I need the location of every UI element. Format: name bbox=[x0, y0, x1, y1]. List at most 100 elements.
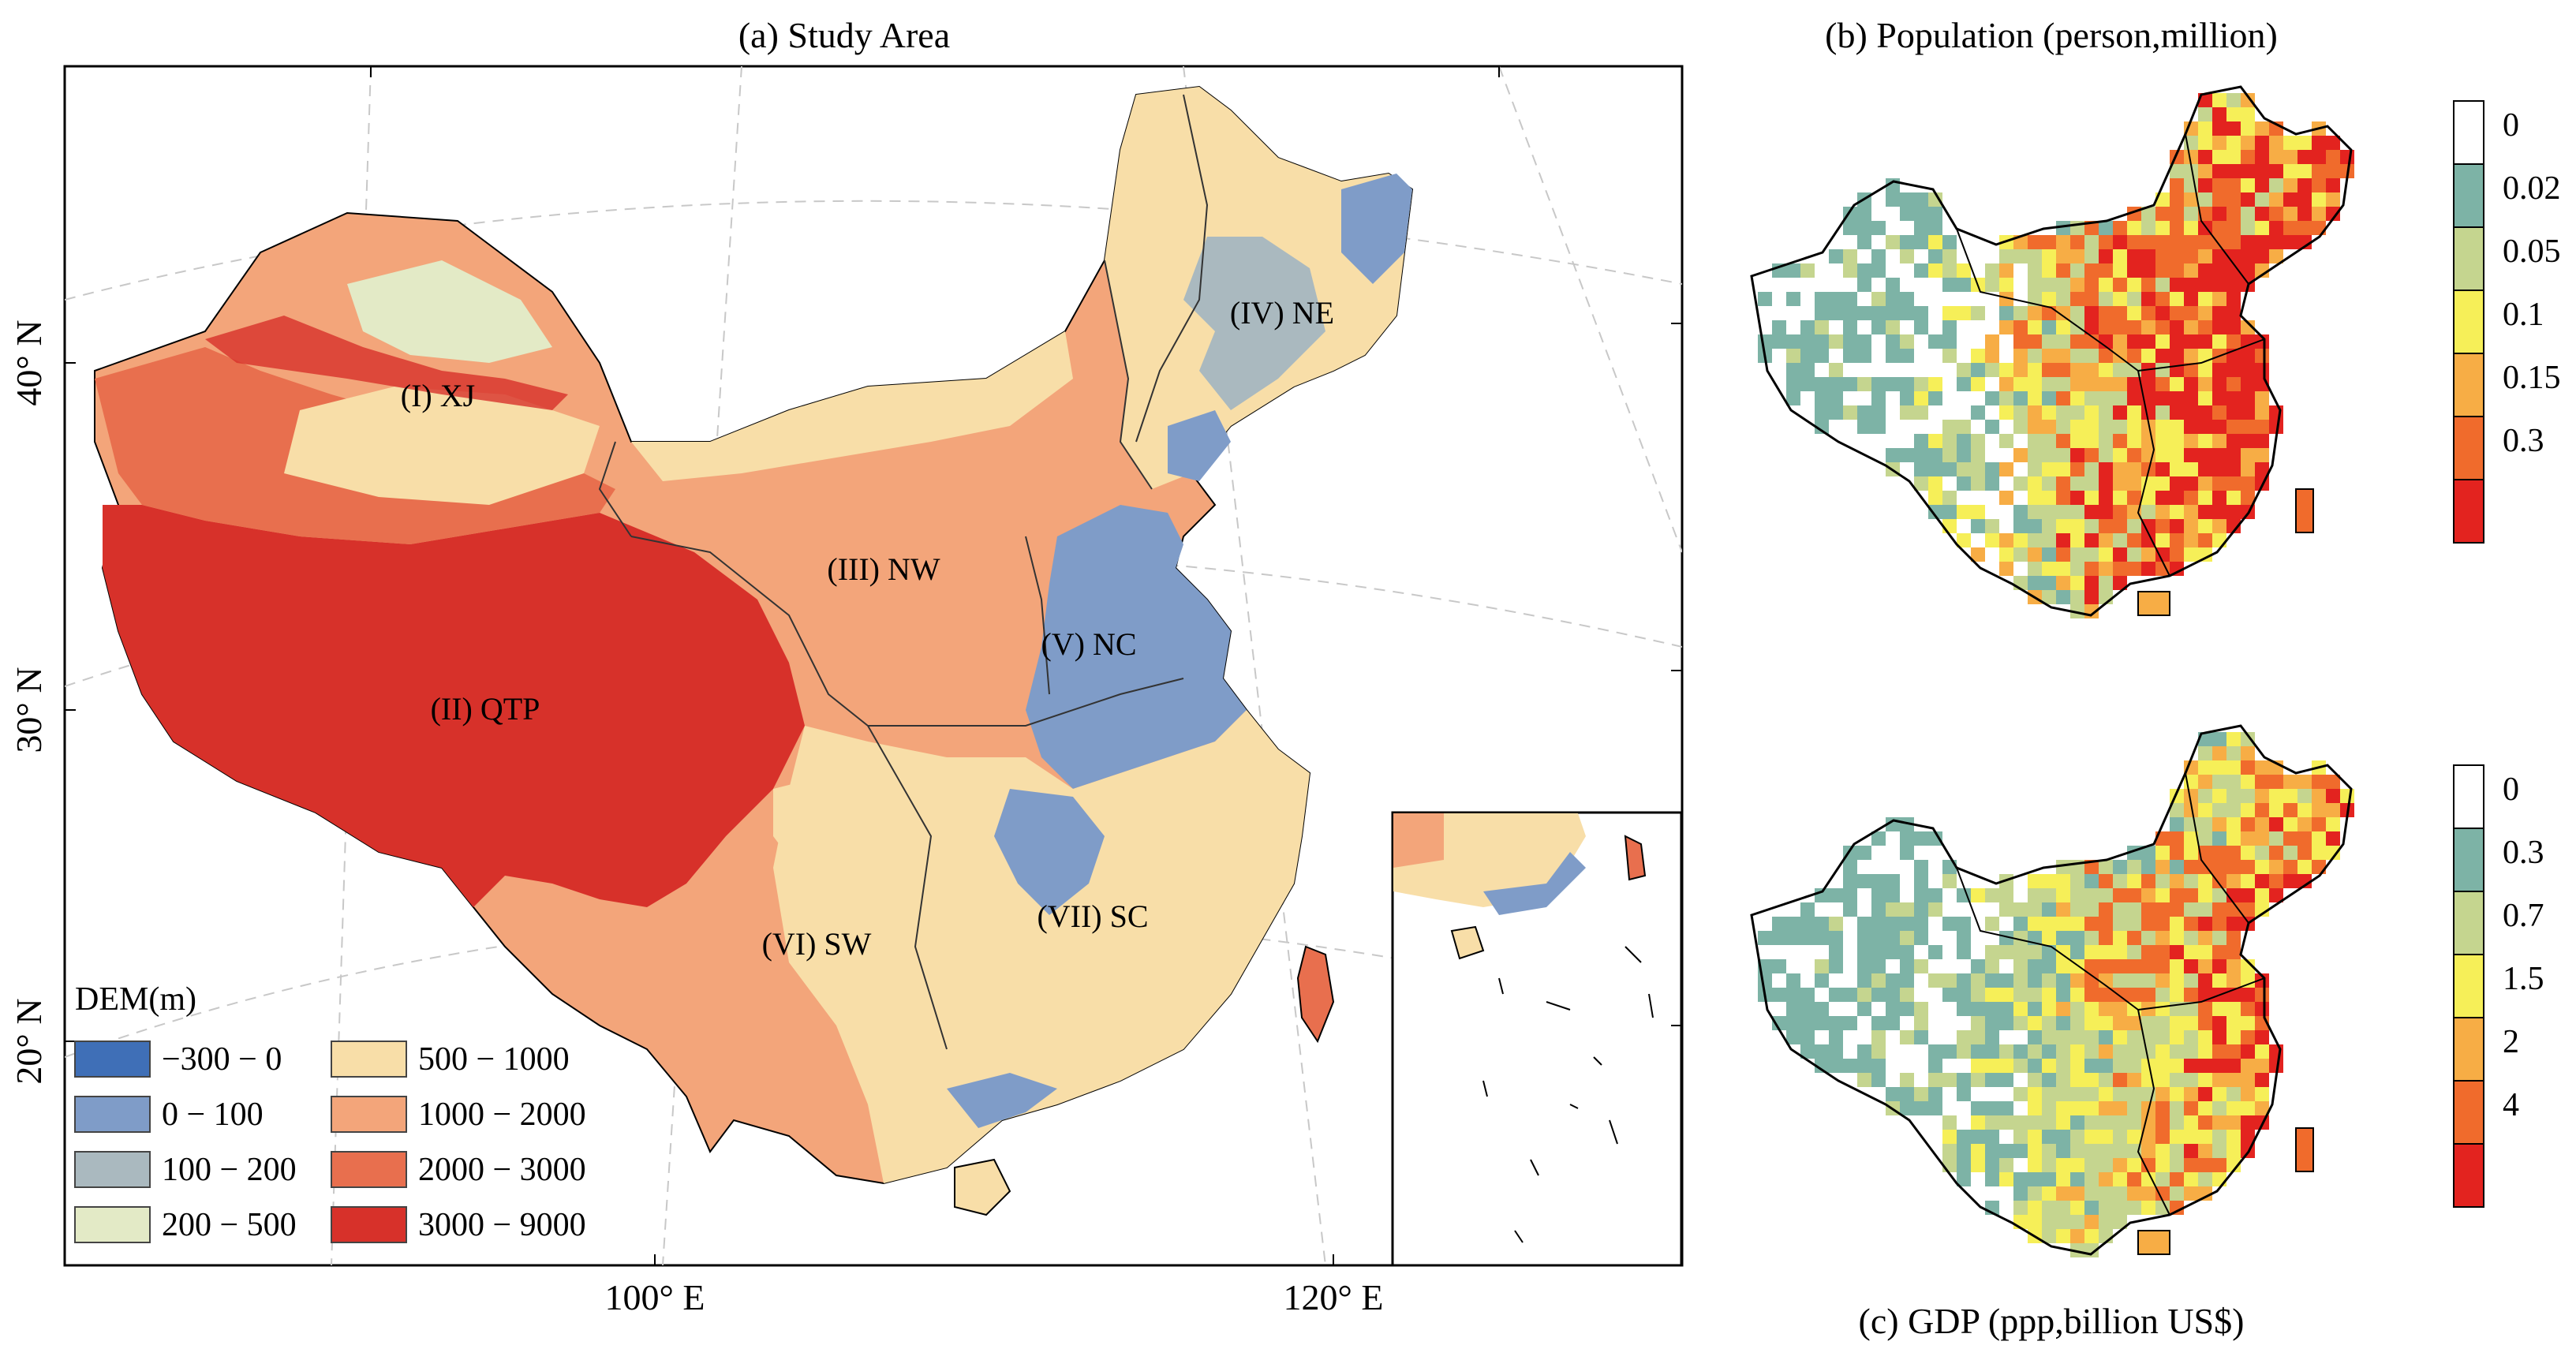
grid-cell bbox=[2184, 420, 2198, 434]
colorbar-label: 0.1 bbox=[2503, 297, 2544, 333]
grid-cell bbox=[2013, 1172, 2028, 1186]
grid-cell bbox=[2028, 462, 2042, 476]
grid-cell bbox=[1772, 945, 1786, 959]
grid-cell bbox=[2241, 405, 2255, 420]
grid-cell bbox=[2070, 363, 2084, 377]
grid-cell bbox=[2241, 1101, 2255, 1115]
region-boundary bbox=[2185, 772, 2249, 924]
grid-cell bbox=[2255, 1059, 2269, 1073]
grid-cell bbox=[2127, 1101, 2141, 1115]
grid-cell bbox=[1857, 1002, 1871, 1016]
grid-cell bbox=[2070, 562, 2084, 576]
grid-cell bbox=[2084, 1130, 2099, 1144]
grid-cell bbox=[2226, 1087, 2241, 1101]
grid-cell bbox=[2155, 1201, 2170, 1215]
grid-cell bbox=[2113, 434, 2127, 448]
colorbar-label: 0.05 bbox=[2503, 234, 2561, 270]
grid-cell bbox=[1900, 1044, 1914, 1059]
grid-cell bbox=[2113, 959, 2127, 973]
grid-cell bbox=[2070, 988, 2084, 1002]
grid-cell bbox=[1815, 1044, 1829, 1059]
grid-cell bbox=[2198, 1158, 2212, 1172]
colorbar-segment bbox=[2453, 100, 2484, 165]
grid-cell bbox=[1815, 263, 1829, 278]
grid-cell bbox=[2241, 1044, 2255, 1059]
grid-cell bbox=[1871, 434, 1886, 448]
grid-cell bbox=[2028, 902, 2042, 917]
grid-cell bbox=[2184, 235, 2198, 249]
grid-cell bbox=[2028, 533, 2042, 547]
grid-cell bbox=[2056, 1044, 2070, 1059]
grid-cell bbox=[1942, 874, 1957, 888]
grid-cell bbox=[2170, 1073, 2184, 1087]
grid-cell bbox=[2028, 249, 2042, 263]
grid-cell bbox=[1928, 377, 1942, 391]
grid-cell bbox=[1786, 263, 1800, 278]
grid-cell bbox=[2170, 221, 2184, 235]
grid-cell bbox=[1829, 391, 1843, 405]
grid-cell bbox=[1843, 249, 1857, 263]
grid-cell bbox=[1900, 178, 1914, 192]
grid-cell bbox=[2198, 377, 2212, 391]
dzungaria-basin bbox=[347, 260, 552, 363]
colorbar-segment bbox=[2453, 416, 2484, 480]
grid-cell bbox=[2212, 121, 2226, 136]
grid-cell bbox=[1900, 959, 1914, 973]
grid-cell bbox=[1914, 1073, 1928, 1087]
grid-cell bbox=[1985, 973, 1999, 988]
grid-cell bbox=[1985, 945, 1999, 959]
grid-cell bbox=[2226, 150, 2241, 164]
grid-cell bbox=[2198, 874, 2212, 888]
grid-cell bbox=[2269, 150, 2283, 164]
grid-cell bbox=[2184, 1115, 2198, 1130]
grid-cell bbox=[1985, 448, 1999, 462]
grid-cell bbox=[1985, 888, 1999, 902]
sc-hills bbox=[773, 710, 1310, 1183]
grid-cell bbox=[2184, 860, 2198, 874]
grid-cell bbox=[1928, 1087, 1942, 1101]
grid-cell bbox=[2056, 1215, 2070, 1229]
grid-cell bbox=[2198, 263, 2212, 278]
grid-cell bbox=[2155, 306, 2170, 320]
grid-cell bbox=[2255, 221, 2269, 235]
grid-cell bbox=[2283, 860, 2297, 874]
grid-cell bbox=[1914, 1002, 1928, 1016]
grid-cell bbox=[2056, 931, 2070, 945]
grid-cell bbox=[1957, 1002, 1971, 1016]
grid-cell bbox=[1800, 988, 1815, 1002]
grid-cell bbox=[2255, 434, 2269, 448]
grid-cell bbox=[2113, 1144, 2127, 1158]
grid-cell bbox=[2241, 249, 2255, 263]
grid-cell bbox=[1857, 1073, 1871, 1087]
grid-cell bbox=[1971, 363, 1985, 377]
grid-cell bbox=[2084, 1030, 2099, 1044]
grid-cell bbox=[2099, 888, 2113, 902]
grid-cell bbox=[2212, 278, 2226, 292]
grid-cell bbox=[1999, 278, 2013, 292]
grid-cell bbox=[2226, 462, 2241, 476]
grid-cell bbox=[1800, 320, 1815, 334]
grid-cell bbox=[2056, 874, 2070, 888]
grid-cell bbox=[1800, 377, 1815, 391]
grid-cell bbox=[2028, 491, 2042, 505]
grid-cell bbox=[2113, 1030, 2127, 1044]
grid-cell bbox=[1815, 931, 1829, 945]
grid-cell bbox=[2184, 1087, 2198, 1101]
grid-cell bbox=[2226, 434, 2241, 448]
grid-cell bbox=[2013, 306, 2028, 320]
grid-cell bbox=[1815, 888, 1829, 902]
grid-cell bbox=[1928, 448, 1942, 462]
grid-cell bbox=[1942, 902, 1957, 917]
grid-cell bbox=[2013, 888, 2028, 902]
grid-cell bbox=[2056, 1073, 2070, 1087]
tarim-basin bbox=[284, 387, 600, 505]
grid-cell bbox=[1942, 519, 1957, 533]
grid-cell bbox=[2198, 363, 2212, 377]
grid-cell bbox=[2070, 973, 2084, 988]
grid-cell bbox=[2028, 547, 2042, 562]
grid-cell bbox=[2070, 391, 2084, 405]
grid-cell bbox=[1857, 959, 1871, 973]
grid-cell bbox=[2170, 888, 2184, 902]
grid-cell bbox=[1957, 334, 1971, 349]
grid-cell bbox=[1843, 221, 1857, 235]
